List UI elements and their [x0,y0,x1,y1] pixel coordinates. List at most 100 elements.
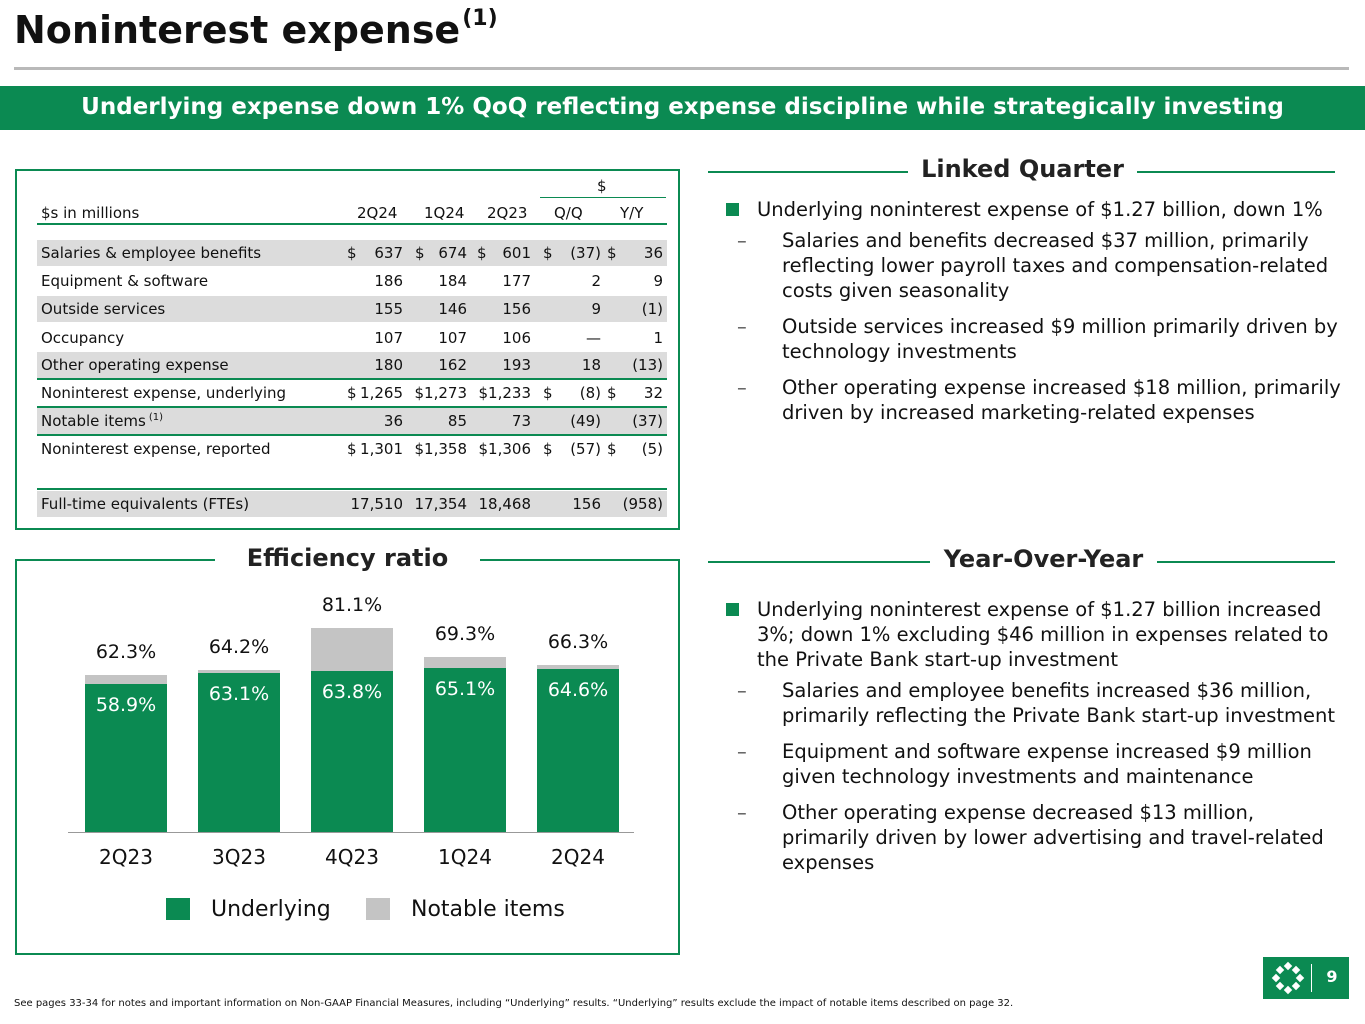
linked-quarter-sub-bullet: Other operating expense increased $18 mi… [723,375,1343,425]
logo-separator [1311,964,1312,992]
headline-banner: Underlying expense down 1% QoQ reflectin… [0,86,1365,130]
table-cell: (8) [579,384,601,402]
x-tick-label: 4Q23 [325,845,379,869]
col-header-qq: Q/Q [554,204,583,222]
yoy-rule-left [708,561,930,563]
table-cell: 17,510 [350,495,404,513]
x-tick-label: 2Q24 [551,845,605,869]
row-label: Other operating expense [41,356,229,374]
yoy-rule-right [1157,561,1335,563]
bar-notable-items [85,675,167,684]
row-label-footnote: (1) [148,412,164,423]
row-label: Noninterest expense, reported [41,440,271,458]
yoy-heading: Year-Over-Year [930,545,1157,573]
header-rule [37,223,667,225]
bar-underlying [424,667,506,832]
table-cell: 193 [502,356,531,374]
table-cell: 177 [502,272,531,290]
bar-underlying [198,672,280,832]
cell-currency: $ [607,440,617,458]
table-cell: $1,358 [414,440,468,458]
table-cell: 1,301 [360,440,403,458]
bar-underlying-label: 65.1% [434,677,496,700]
cell-currency: $ [347,244,357,262]
bar-notable-items [311,627,393,672]
table-cell: 637 [374,244,403,262]
cell-currency: $ [543,384,553,402]
x-tick-label: 2Q23 [99,845,153,869]
table-cell: 32 [643,384,663,402]
table-cell: 146 [438,300,467,318]
yoy-sub-bullet: Other operating expense decreased $13 mi… [723,800,1343,875]
table-cell: 2 [591,272,601,290]
legend-swatch-underlying [166,898,190,920]
row-label: Equipment & software [41,272,209,290]
unit-label: $s in millions [41,204,140,222]
table-cell: 18,468 [478,495,532,513]
legend-swatch-notable [366,898,390,920]
table-cell: 1 [653,329,663,347]
chart-title: Efficiency ratio [246,544,449,572]
cell-currency: $ [415,244,425,262]
row-label: Outside services [41,300,166,318]
linked-quarter-rule-right [1137,171,1335,173]
linked-quarter-rule-left [708,171,908,173]
efficiency-chart-panel [15,559,680,955]
cell-currency: $ [543,244,553,262]
table-cell: 674 [438,244,467,262]
table-row: Noninterest expense, underlying $1,265 $1,… [37,380,667,406]
bar-total-label: 69.3% [434,623,496,646]
bar-total-label: 66.3% [547,630,609,653]
table-cell: 18 [581,356,601,374]
table-cell: (37) [632,412,663,430]
yoy-sub-bullet: Salaries and employee benefits increased… [723,678,1343,728]
yoy-bullets: Underlying noninterest expense of $1.27 … [723,597,1343,886]
bar-notable-items [198,670,280,673]
legend-label-notable: Notable items [411,897,565,922]
subtotal-rule [37,378,667,380]
bar-underlying-label: 63.8% [321,681,383,704]
table-cell: $1,233 [478,384,532,402]
table-cell: (57) [570,440,601,458]
table-cell: (13) [632,356,663,374]
table-cell: $1,273 [414,384,468,402]
brand-logo-box [1263,957,1349,999]
cell-currency: $ [477,244,487,262]
page-title: Noninterest expense(1) [14,6,498,52]
table-cell: (1) [641,300,663,318]
table-cell: 36 [643,244,663,262]
linked-quarter-sub-bullet: Outside services increased $9 million pr… [723,314,1343,364]
bar-underlying-label: 64.6% [547,679,609,702]
row-label: Full-time equivalents (FTEs) [41,495,250,513]
bar-underlying [311,671,393,832]
cell-currency: $ [347,384,357,402]
bar-underlying [85,683,167,832]
col-header-2q24: 2Q24 [357,204,398,222]
group-header-dollar: $ [597,177,607,195]
row-label: Salaries & employee benefits [41,244,262,262]
row-label: Occupancy [41,329,125,347]
linked-quarter-sub-bullet: Salaries and benefits decreased $37 mill… [723,228,1343,303]
linked-quarter-main-bullet: Underlying noninterest expense of $1.27 … [723,197,1343,222]
table-row: Equipment & software 186 184 177 2 9 [37,268,667,294]
table-cell: 155 [374,300,403,318]
cell-currency: $ [543,440,553,458]
table-cell: 106 [502,329,531,347]
table-row: Salaries & employee benefits $637 $674 $601… [37,240,667,266]
bar-underlying-label: 58.9% [95,693,157,716]
table-row: Outside services 155 146 156 9 (1) [37,296,667,322]
table-row: Noninterest expense, reported $1,301 $1,35… [37,436,667,462]
bar-underlying-label: 63.1% [208,682,270,705]
page-number: 9 [1326,967,1338,986]
table-cell: 9 [591,300,601,318]
table-cell: (5) [641,440,663,458]
row-label: Notable items (1) [41,412,164,430]
subtotal-rule [37,406,667,408]
bar-notable-items [537,664,619,670]
expense-table-panel [15,169,680,530]
brand-logo-icon [1271,961,1305,995]
table-cell: 186 [374,272,403,290]
linked-quarter-heading: Linked Quarter [908,155,1137,183]
bar-total-label: 81.1% [321,593,383,616]
bar-total-label: 62.3% [95,641,157,663]
